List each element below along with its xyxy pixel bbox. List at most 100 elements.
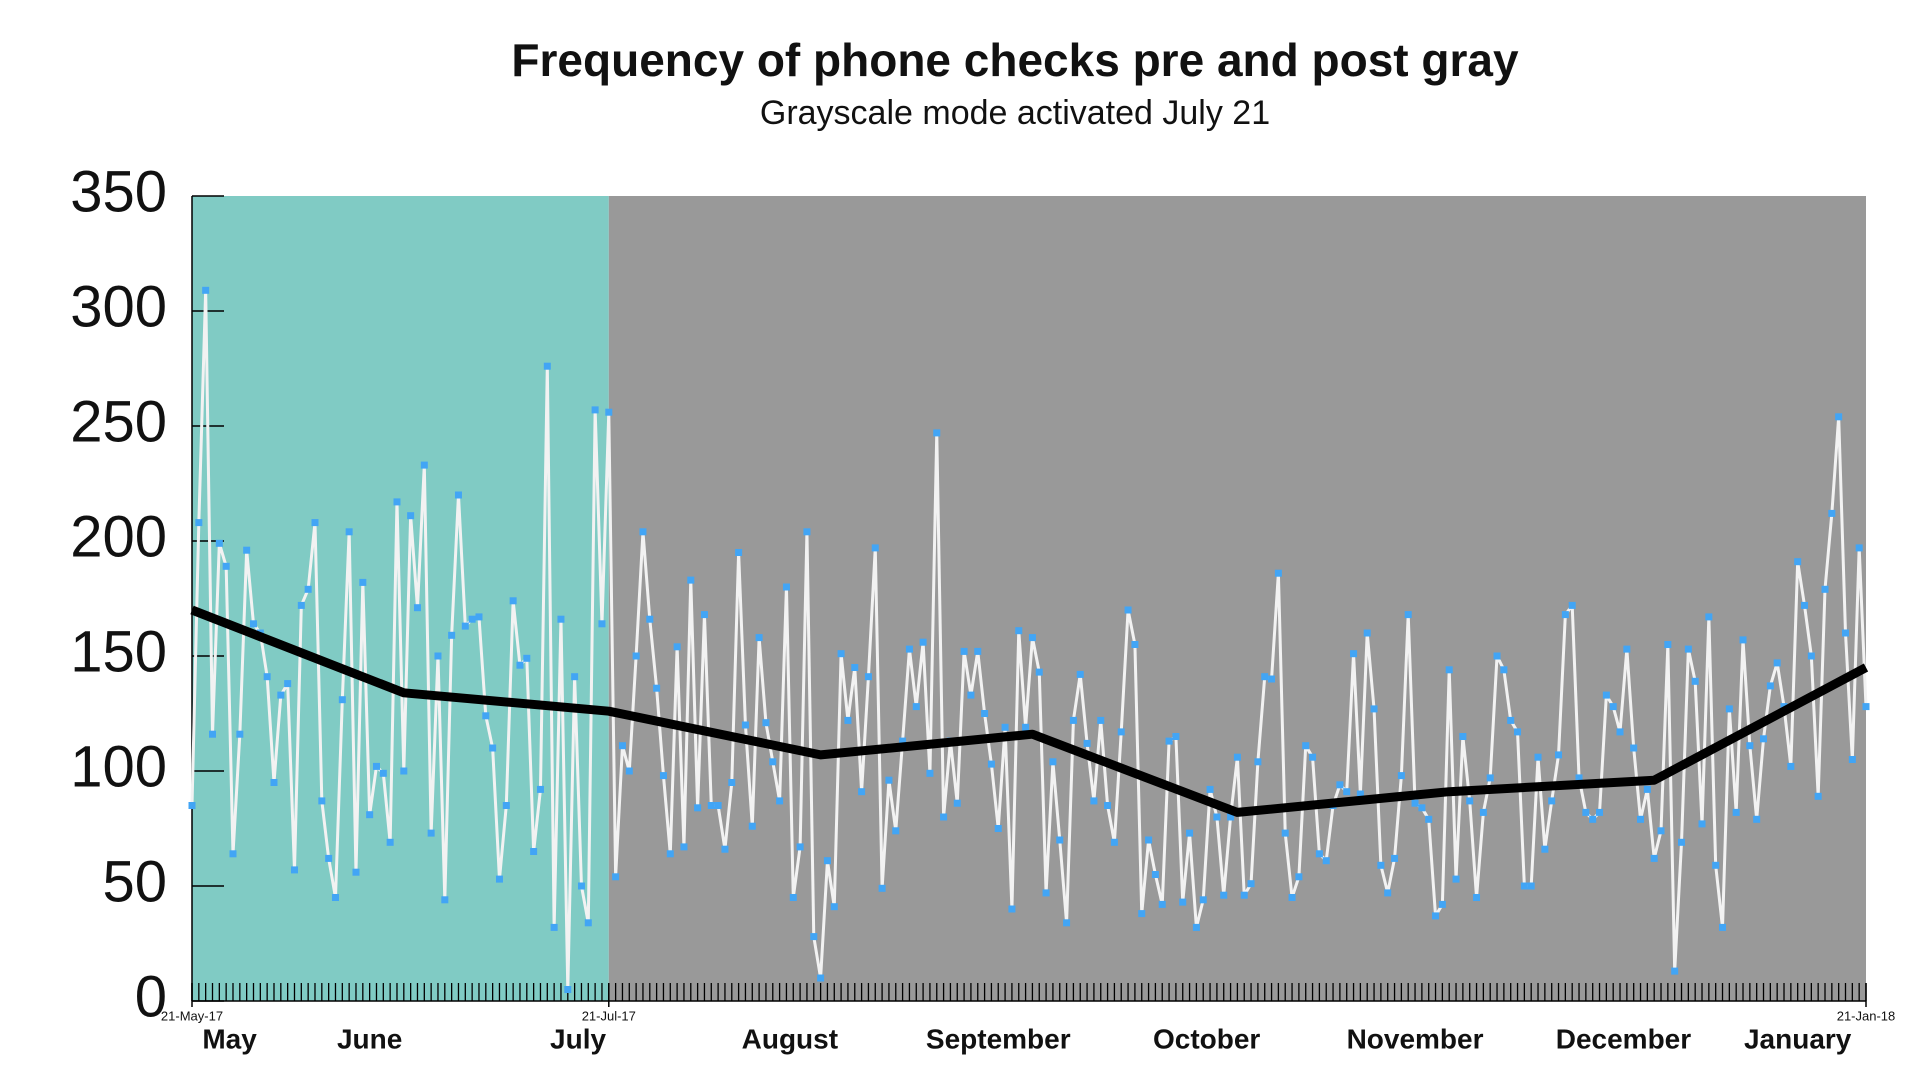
point [776, 797, 784, 805]
point [1794, 558, 1802, 566]
point [741, 721, 749, 729]
point [1179, 898, 1187, 906]
point [1056, 836, 1064, 844]
month-label: May [202, 1023, 257, 1054]
point [434, 652, 442, 660]
point [1835, 413, 1843, 421]
point [653, 684, 661, 692]
point [441, 896, 449, 904]
point [1678, 838, 1686, 846]
point [1028, 634, 1036, 642]
point [994, 825, 1002, 832]
point [1801, 601, 1809, 609]
point [1322, 857, 1330, 865]
point [1350, 650, 1358, 658]
point [502, 802, 510, 809]
point [933, 429, 941, 437]
point [1247, 880, 1255, 888]
point [714, 802, 722, 809]
point [646, 615, 654, 623]
point [803, 528, 811, 536]
point [1281, 829, 1289, 837]
point [536, 785, 544, 793]
point [386, 838, 394, 846]
point [837, 650, 845, 658]
point [1384, 889, 1392, 897]
point [270, 779, 278, 786]
chart-title: Frequency of phone checks pre and post g… [511, 34, 1519, 86]
point [1165, 737, 1173, 745]
point [823, 857, 831, 865]
point [1459, 733, 1467, 740]
point [680, 843, 688, 851]
point [379, 769, 387, 777]
point [1507, 716, 1515, 724]
point [215, 539, 223, 547]
point [318, 797, 326, 805]
point [858, 788, 866, 796]
point [413, 604, 421, 612]
month-label: August [742, 1023, 838, 1054]
point [509, 597, 517, 605]
point [571, 673, 579, 681]
point [1274, 569, 1282, 577]
point [1725, 705, 1733, 713]
point [591, 406, 599, 414]
point [1520, 882, 1528, 890]
point [1158, 900, 1166, 908]
point [489, 744, 497, 752]
point [885, 776, 893, 784]
point [762, 719, 770, 727]
point [1712, 861, 1720, 869]
point [1233, 753, 1241, 761]
point [1684, 645, 1692, 653]
point [482, 712, 490, 720]
point [1479, 808, 1487, 816]
point [1117, 728, 1125, 736]
point [1063, 919, 1071, 927]
point [1541, 845, 1549, 853]
point [1227, 813, 1235, 821]
y-tick-label: 350 [70, 159, 167, 224]
point [1295, 873, 1303, 881]
point [1787, 762, 1795, 770]
point [1602, 691, 1610, 699]
point [598, 620, 606, 628]
point [1138, 910, 1146, 918]
point [673, 643, 681, 651]
point [987, 760, 995, 768]
point [454, 491, 462, 499]
month-label: October [1153, 1023, 1260, 1054]
point [1514, 728, 1522, 736]
point [1015, 627, 1023, 635]
point [1671, 967, 1679, 975]
point [632, 652, 640, 660]
point [1035, 668, 1043, 676]
point [707, 802, 715, 809]
point [912, 703, 920, 711]
month-label: December [1556, 1023, 1692, 1054]
point [1001, 723, 1009, 731]
point [960, 647, 968, 655]
point [1008, 905, 1016, 913]
point [550, 923, 558, 931]
point [728, 779, 736, 786]
point [1807, 652, 1815, 660]
point [1828, 509, 1836, 517]
point [1432, 912, 1440, 920]
point [1206, 785, 1214, 793]
point [1199, 896, 1207, 904]
point [666, 850, 674, 858]
point [475, 613, 483, 621]
point [789, 894, 797, 901]
point [1220, 891, 1228, 899]
point [325, 854, 333, 862]
point [1630, 744, 1638, 752]
point [249, 620, 257, 628]
point [188, 802, 196, 809]
point [1664, 641, 1672, 648]
point [427, 829, 435, 837]
point [1240, 891, 1248, 899]
point [1739, 636, 1747, 644]
point [584, 919, 592, 927]
